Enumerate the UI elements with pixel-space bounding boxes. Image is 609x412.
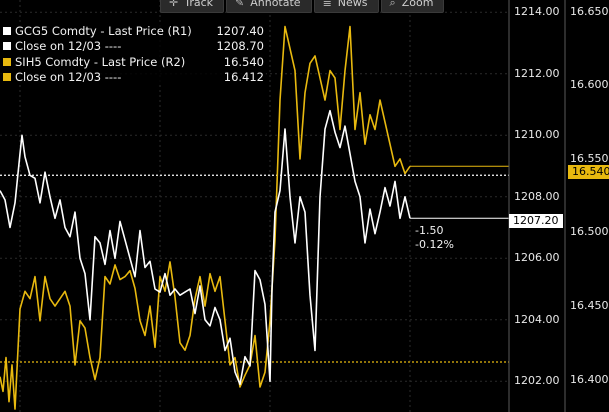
r1-tick-label: 1208.00 <box>514 189 560 203</box>
chart-legend: GCG5 Comdty - Last Price (R1) 1207.40 Cl… <box>0 23 266 85</box>
track-button[interactable]: ✛ Track <box>160 0 225 13</box>
crosshair-icon: ✛ <box>169 0 179 9</box>
annotate-button[interactable]: ✎ Annotate <box>226 0 312 13</box>
r2-tick-label: 16.400 <box>570 372 609 386</box>
r1-tick-label: 1206.00 <box>514 251 560 265</box>
r1-tick-label: 1212.00 <box>514 66 560 80</box>
search-icon: ⌕ <box>389 0 396 9</box>
legend-label: GCG5 Comdty - Last Price (R1) <box>15 23 192 38</box>
legend-item[interactable]: SIH5 Comdty - Last Price (R2) 16.540 <box>0 54 266 70</box>
reference-lines <box>0 174 509 363</box>
r2-tick-label: 16.450 <box>570 299 609 313</box>
r2-tick-label: 16.600 <box>570 78 609 92</box>
right-axis-divider <box>508 0 566 412</box>
legend-label: SIH5 Comdty - Last Price (R2) <box>15 54 186 69</box>
r2-tick-label: 16.500 <box>570 225 609 239</box>
chart-toolbar: ✛ Track ✎ Annotate ≣ News ⌕ Zoom <box>160 0 445 13</box>
legend-item[interactable]: Close on 12/03 ---- 16.412 <box>0 70 266 86</box>
legend-label: Close on 12/03 ---- <box>15 39 122 54</box>
annotate-label: Annotate <box>250 0 301 9</box>
legend-swatch <box>3 42 11 51</box>
zoom-button[interactable]: ⌕ Zoom <box>380 0 445 13</box>
r1-tick-label: 1210.00 <box>514 128 560 142</box>
news-button[interactable]: ≣ News <box>313 0 379 13</box>
legend-item[interactable]: Close on 12/03 ---- 1208.70 <box>0 39 266 55</box>
series-line <box>0 109 411 386</box>
r2-tick-label: 16.650 <box>570 4 609 18</box>
legend-swatch <box>3 73 11 82</box>
r1-tick-label: 1202.00 <box>514 374 560 388</box>
pencil-icon: ✎ <box>235 0 245 9</box>
price-change-pct: -0.12% <box>415 238 454 251</box>
series-lines <box>0 25 509 410</box>
r1-tick-label: 1204.00 <box>514 312 560 326</box>
zoom-label: Zoom <box>401 0 434 9</box>
price-change-abs: -1.50 <box>415 224 444 237</box>
news-icon: ≣ <box>322 0 332 9</box>
r2-tick-label: 16.550 <box>570 151 609 165</box>
legend-value: 1207.40 <box>216 23 264 38</box>
legend-item[interactable]: GCG5 Comdty - Last Price (R1) 1207.40 <box>0 23 266 39</box>
r1-tick-label: 1214.00 <box>514 5 560 19</box>
legend-value: 16.412 <box>223 70 264 85</box>
legend-swatch <box>3 57 11 66</box>
grid-lines <box>0 0 509 412</box>
legend-swatch <box>3 26 11 35</box>
legend-value: 16.540 <box>223 54 264 69</box>
legend-label: Close on 12/03 ---- <box>15 70 122 85</box>
last-price-badge-gold: 1207.20 <box>509 214 563 228</box>
series-line <box>0 25 411 410</box>
last-price-badge-silver: 16.540 <box>568 165 609 179</box>
track-label: Track <box>184 0 214 9</box>
legend-value: 1208.70 <box>216 39 264 54</box>
news-label: News <box>337 0 368 9</box>
